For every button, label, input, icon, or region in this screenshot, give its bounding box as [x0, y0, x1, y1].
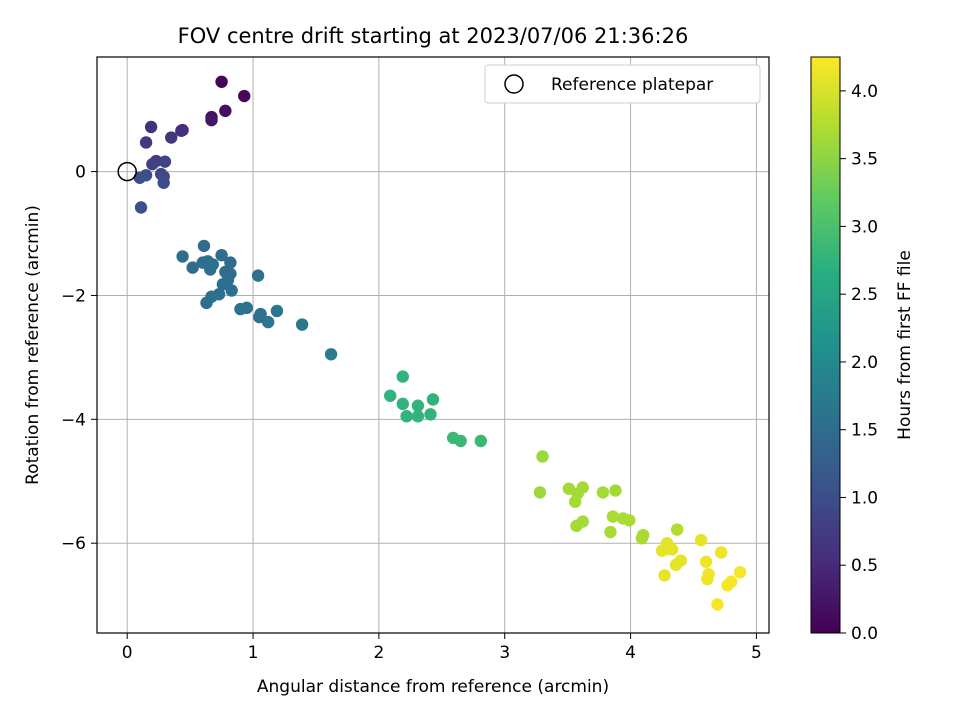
data-point — [216, 278, 230, 291]
chart-title: FOV centre drift starting at 2023/07/06 … — [178, 24, 689, 48]
colorbar-label: Hours from first FF file — [895, 250, 915, 440]
colorbar-tick-label: 3.0 — [851, 217, 878, 237]
data-point — [146, 157, 159, 171]
reference-point-marker — [117, 161, 137, 182]
data-point — [536, 450, 549, 463]
data-point — [674, 554, 688, 567]
colorbar-tick-label: 4.0 — [851, 82, 878, 102]
colorbar-tick-label: 2.0 — [851, 353, 878, 373]
data-point — [165, 131, 178, 144]
y-axis-ticks: 0 −2 −4 −6 — [61, 163, 97, 554]
colorbar-tick-label: 0.0 — [851, 624, 878, 644]
data-point — [636, 528, 650, 542]
data-point — [204, 263, 217, 276]
data-point — [699, 555, 713, 568]
x-tick-label: 0 — [122, 643, 133, 663]
data-point — [411, 399, 425, 412]
data-point — [711, 598, 724, 611]
data-point — [533, 486, 547, 499]
y-axis-label: Rotation from reference (arcmin) — [23, 205, 43, 485]
colorbar-tick-label: 0.5 — [851, 556, 878, 576]
data-point — [733, 566, 747, 579]
legend-marker-icon — [504, 74, 524, 94]
data-point — [215, 248, 228, 262]
data-point — [694, 533, 708, 547]
data-point — [219, 104, 232, 118]
data-point — [157, 176, 170, 189]
data-point — [474, 434, 488, 448]
x-axis-ticks: 0 1 2 3 4 5 — [122, 633, 762, 663]
data-point — [238, 89, 251, 103]
data-point — [411, 410, 425, 423]
colorbar: 0.0 0.5 1.0 1.5 2.0 2.5 3.0 3.5 4.0 Hours from f… — [810, 56, 915, 644]
data-point — [139, 136, 153, 149]
colorbar-tick-label: 2.5 — [851, 285, 878, 305]
data-point — [596, 486, 610, 499]
data-point — [324, 348, 338, 361]
data-point — [200, 296, 213, 310]
data-point — [606, 510, 620, 523]
data-point — [251, 269, 265, 282]
data-point — [454, 434, 467, 448]
x-tick-label: 5 — [751, 643, 762, 663]
colorbar-tick-label: 1.5 — [851, 421, 878, 441]
data-point — [295, 318, 309, 331]
y-tick-label: 0 — [75, 163, 86, 183]
x-tick-label: 3 — [499, 643, 510, 663]
legend: Reference platepar — [484, 64, 761, 104]
data-point — [400, 410, 413, 423]
data-point — [240, 301, 253, 315]
data-point — [714, 546, 728, 559]
colorbar-ticks: 0.0 0.5 1.0 1.5 2.0 2.5 3.0 3.5 4.0 — [840, 82, 878, 644]
data-point — [725, 575, 738, 588]
data-point — [426, 393, 440, 406]
x-tick-label: 4 — [625, 643, 636, 663]
colorbar-tick-label: 3.5 — [851, 150, 878, 170]
legend-label: Reference platepar — [551, 75, 713, 95]
data-point — [197, 239, 211, 253]
data-point — [623, 514, 636, 527]
data-point — [604, 525, 617, 539]
data-point — [384, 389, 397, 402]
x-tick-label: 1 — [248, 643, 259, 663]
data-point — [254, 307, 267, 321]
colorbar-tick-label: 1.0 — [851, 488, 878, 508]
x-axis-label: Angular distance from reference (arcmin) — [257, 677, 609, 697]
y-tick-label: −4 — [61, 410, 86, 430]
data-point — [658, 569, 671, 582]
data-point — [205, 113, 218, 127]
data-point — [609, 484, 622, 497]
data-point — [175, 124, 188, 137]
data-point — [186, 261, 199, 274]
data-point — [158, 155, 172, 168]
colorbar-gradient — [810, 56, 841, 634]
data-point — [261, 315, 275, 329]
data-points — [133, 75, 747, 611]
data-point — [224, 256, 237, 269]
data-point — [670, 523, 684, 536]
data-point — [133, 171, 146, 184]
data-point — [396, 370, 409, 383]
data-point — [665, 543, 679, 556]
data-point — [424, 408, 437, 421]
data-point — [396, 397, 409, 411]
y-tick-label: −2 — [61, 286, 86, 306]
x-tick-label: 2 — [373, 643, 384, 663]
data-point — [144, 120, 158, 134]
data-point — [176, 250, 189, 263]
data-point — [225, 284, 238, 297]
data-point — [134, 201, 148, 214]
plot-frame — [96, 56, 770, 634]
legend-box — [484, 64, 761, 104]
data-point — [215, 75, 228, 88]
data-point — [270, 304, 284, 318]
data-point — [576, 515, 589, 528]
data-point — [576, 481, 589, 494]
y-tick-label: −6 — [61, 534, 86, 554]
data-point — [701, 572, 714, 586]
